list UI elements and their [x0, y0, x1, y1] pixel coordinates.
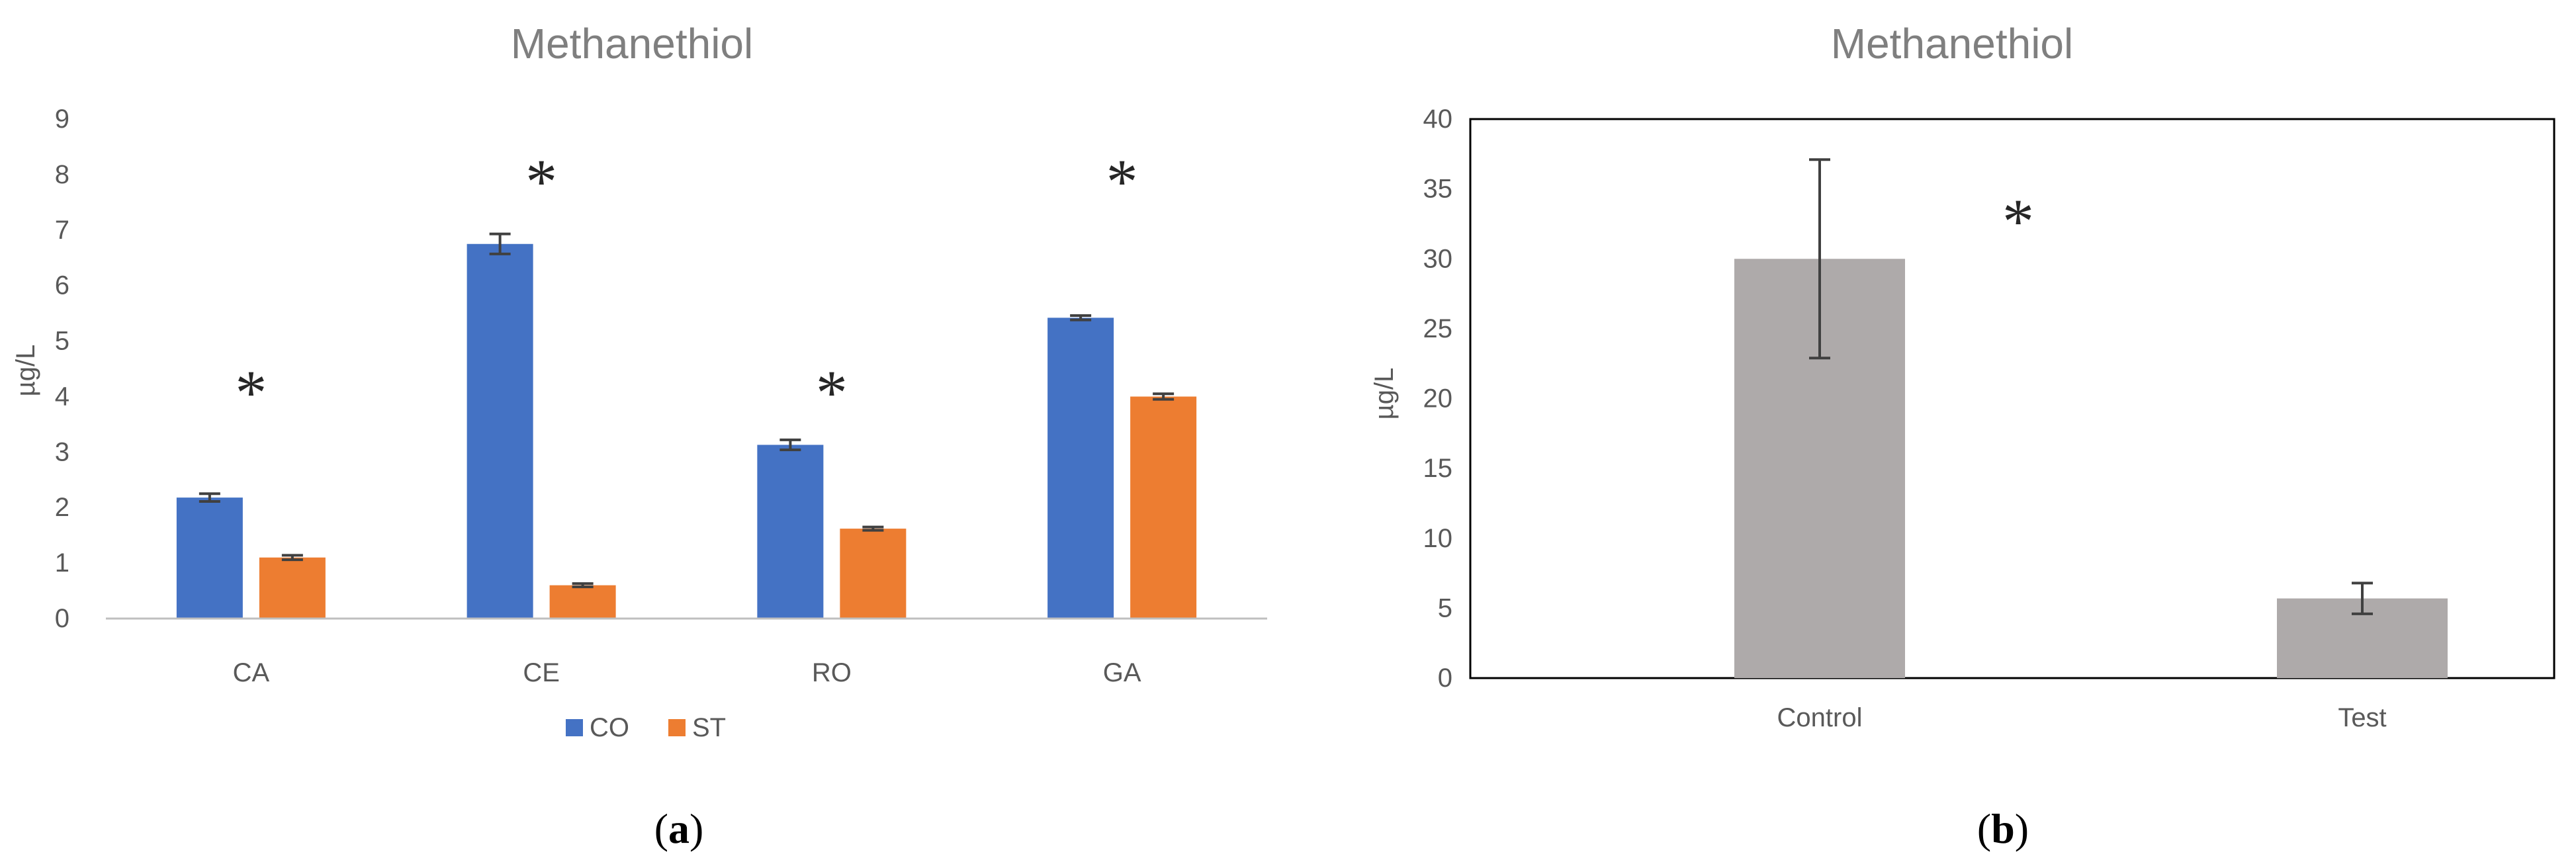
y-tick-label: 25 — [1423, 314, 1453, 343]
y-tick-label: 5 — [55, 327, 69, 356]
y-tick-label: 0 — [1438, 664, 1452, 693]
x-tick-label: RO — [812, 658, 852, 687]
panel-b-letter: b — [1991, 805, 2015, 852]
panel-b-label: (b) — [1977, 805, 2029, 852]
error-bar — [2352, 582, 2373, 615]
legend-swatch-st — [668, 719, 686, 736]
chart-b-y-ticks: 0 5 10 15 20 25 30 35 40 — [1423, 105, 1453, 693]
error-bar — [1070, 314, 1092, 322]
bar-st-ga — [1130, 396, 1197, 619]
y-tick-label: 0 — [55, 604, 69, 633]
y-tick-label: 9 — [55, 105, 69, 134]
chart-b-error-bars — [1809, 158, 2373, 615]
panel-a-label: (a) — [654, 805, 704, 852]
chart-panel-b: Methanethiol µg/L 0 5 10 15 20 25 30 35 40 Contr… — [1370, 20, 2555, 852]
legend-label-co: CO — [590, 713, 629, 742]
y-tick-label: 40 — [1423, 105, 1453, 134]
bar-st-ro — [840, 529, 907, 619]
y-tick-label: 7 — [55, 216, 69, 245]
y-tick-label: 5 — [1438, 593, 1452, 623]
chart-a-y-axis-label: µg/L — [11, 345, 40, 397]
error-bar — [1809, 158, 1830, 360]
chart-b-title: Methanethiol — [1831, 20, 2073, 67]
chart-b-x-ticks: Control Test — [1777, 703, 2387, 732]
chart-b-significance-markers: * — [2002, 186, 2034, 257]
chart-a-legend: CO ST — [566, 713, 726, 742]
bar-co-ro — [757, 445, 824, 619]
x-tick-label: CE — [523, 658, 560, 687]
y-tick-label: 8 — [55, 160, 69, 189]
significance-star: * — [235, 357, 267, 428]
error-bar — [199, 492, 220, 503]
chart-a-y-ticks: 0 1 2 3 4 5 6 7 8 9 — [55, 105, 69, 633]
bar-co-ga — [1047, 318, 1114, 619]
chart-a-x-ticks: CA CE RO GA — [233, 658, 1141, 687]
error-bar — [779, 438, 801, 451]
bar-st-ca — [259, 557, 326, 619]
significance-star: * — [2002, 186, 2034, 257]
chart-b-bars — [1734, 259, 2448, 678]
error-bar — [489, 232, 511, 255]
error-bar — [1153, 392, 1175, 401]
error-bar — [281, 554, 303, 562]
x-tick-label: GA — [1103, 658, 1141, 687]
legend-swatch-co — [566, 719, 583, 736]
x-tick-label: Control — [1777, 703, 1863, 732]
chart-a-bars — [176, 243, 1197, 619]
bar-co-ce — [466, 243, 533, 619]
y-tick-label: 35 — [1423, 175, 1453, 204]
significance-star: * — [525, 146, 557, 217]
y-tick-label: 6 — [55, 271, 69, 300]
y-tick-label: 30 — [1423, 244, 1453, 273]
bar-co-ca — [176, 497, 243, 619]
legend-label-st: ST — [692, 713, 726, 742]
y-tick-label: 3 — [55, 437, 69, 466]
error-bar — [572, 582, 594, 589]
chart-b-plot-frame — [1469, 118, 2555, 679]
significance-star: * — [1106, 146, 1138, 217]
bar-st-ce — [549, 585, 616, 619]
y-tick-label: 20 — [1423, 384, 1453, 413]
significance-star: * — [816, 357, 848, 428]
x-tick-label: CA — [233, 658, 270, 687]
y-tick-label: 1 — [55, 548, 69, 578]
panel-a-letter: a — [668, 805, 689, 852]
x-tick-label: Test — [2338, 703, 2386, 732]
y-tick-label: 4 — [55, 382, 69, 411]
chart-b-y-axis-label: µg/L — [1370, 368, 1399, 420]
chart-a-error-bars — [199, 232, 1175, 589]
y-tick-label: 2 — [55, 493, 69, 522]
chart-a-significance-markers: * * * * — [235, 146, 1137, 428]
error-bar — [862, 525, 884, 532]
y-tick-label: 15 — [1423, 454, 1453, 483]
chart-a-title: Methanethiol — [511, 20, 753, 67]
y-tick-label: 10 — [1423, 524, 1453, 553]
